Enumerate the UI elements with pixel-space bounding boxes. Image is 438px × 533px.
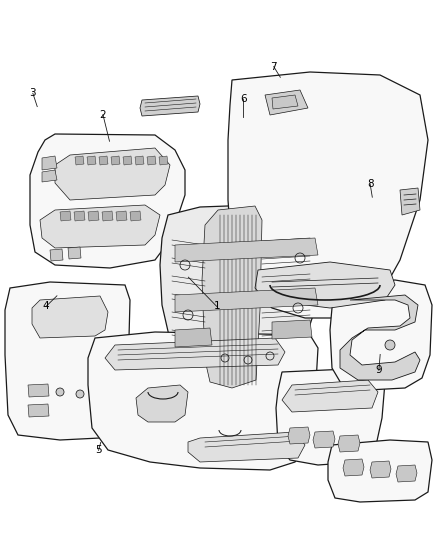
Polygon shape xyxy=(5,282,130,440)
Polygon shape xyxy=(396,465,417,482)
Polygon shape xyxy=(111,156,120,165)
Text: 1: 1 xyxy=(213,302,220,311)
Circle shape xyxy=(56,388,64,396)
Text: 4: 4 xyxy=(42,302,49,311)
Polygon shape xyxy=(159,156,168,165)
Text: 5: 5 xyxy=(95,446,102,455)
Text: 3: 3 xyxy=(29,88,36,98)
Polygon shape xyxy=(74,211,85,221)
Text: 7: 7 xyxy=(270,62,277,71)
Polygon shape xyxy=(330,280,432,390)
Polygon shape xyxy=(313,431,335,448)
Text: 9: 9 xyxy=(375,366,382,375)
Circle shape xyxy=(385,340,395,350)
Polygon shape xyxy=(400,188,420,215)
Polygon shape xyxy=(160,205,322,392)
Polygon shape xyxy=(340,295,420,380)
Polygon shape xyxy=(88,332,318,470)
Text: 2: 2 xyxy=(99,110,106,119)
Polygon shape xyxy=(116,211,127,221)
Polygon shape xyxy=(272,320,312,339)
Polygon shape xyxy=(282,380,378,412)
Polygon shape xyxy=(42,156,57,170)
Polygon shape xyxy=(40,205,160,248)
Polygon shape xyxy=(28,404,49,417)
Polygon shape xyxy=(276,368,385,465)
Polygon shape xyxy=(42,170,57,182)
Text: 6: 6 xyxy=(240,94,247,103)
Polygon shape xyxy=(88,211,99,221)
Circle shape xyxy=(76,390,84,398)
Polygon shape xyxy=(175,328,212,347)
Polygon shape xyxy=(60,211,71,221)
Polygon shape xyxy=(87,156,96,165)
Polygon shape xyxy=(50,249,63,261)
Text: 8: 8 xyxy=(367,179,374,189)
Polygon shape xyxy=(338,435,360,452)
Polygon shape xyxy=(272,95,298,109)
Polygon shape xyxy=(30,134,185,268)
Polygon shape xyxy=(288,427,310,444)
Polygon shape xyxy=(32,296,108,338)
Polygon shape xyxy=(135,156,144,165)
Polygon shape xyxy=(147,156,156,165)
Polygon shape xyxy=(75,156,84,165)
Polygon shape xyxy=(102,211,113,221)
Polygon shape xyxy=(228,72,428,318)
Polygon shape xyxy=(99,156,108,165)
Polygon shape xyxy=(136,385,188,422)
Polygon shape xyxy=(343,459,364,476)
Polygon shape xyxy=(28,384,49,397)
Polygon shape xyxy=(105,338,285,370)
Polygon shape xyxy=(255,262,395,308)
Polygon shape xyxy=(188,432,305,462)
Polygon shape xyxy=(175,238,318,262)
Polygon shape xyxy=(202,206,262,388)
Polygon shape xyxy=(328,440,432,502)
Polygon shape xyxy=(130,211,141,221)
Polygon shape xyxy=(140,96,200,116)
Polygon shape xyxy=(55,148,170,200)
Polygon shape xyxy=(265,90,308,115)
Polygon shape xyxy=(123,156,132,165)
Polygon shape xyxy=(68,247,81,259)
Polygon shape xyxy=(175,288,318,312)
Polygon shape xyxy=(370,461,391,478)
